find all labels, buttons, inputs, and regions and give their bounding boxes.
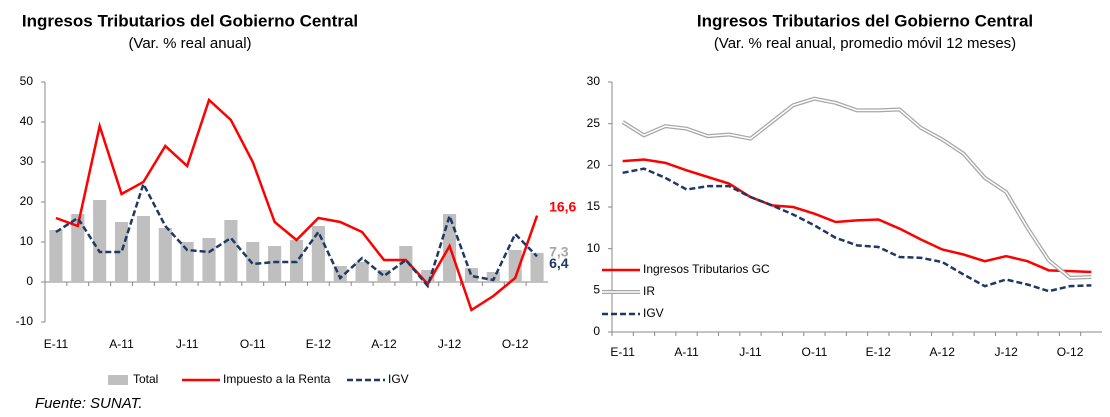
x-tick-label: J-12	[994, 345, 1018, 359]
x-tick-label: A-11	[674, 345, 699, 359]
x-tick-label: E-12	[866, 345, 892, 359]
series-line	[622, 167, 1092, 293]
legend-swatch	[108, 375, 128, 385]
bar	[202, 238, 216, 282]
value-label: 7,3	[549, 244, 569, 260]
chart-title: Ingresos Tributarios del Gobierno Centra…	[697, 11, 1033, 30]
legend-label: Impuesto a la Renta	[223, 372, 331, 386]
chart-subtitle: (Var. % real anual, promedio móvil 12 me…	[714, 35, 1016, 52]
bar	[268, 246, 282, 282]
bar	[93, 200, 107, 282]
x-tick-label: O-11	[801, 345, 827, 359]
chart-title: Ingresos Tributarios del Gobierno Centra…	[22, 11, 358, 30]
y-tick-label: 15	[587, 199, 601, 213]
legend-label: Total	[133, 372, 158, 386]
y-tick-label: 5	[593, 283, 600, 297]
x-tick-label: O-12	[502, 337, 529, 351]
bar	[158, 228, 172, 282]
bar	[464, 268, 479, 282]
legend-label: Ingresos Tributarios GC	[643, 262, 770, 276]
legend-label: IGV	[643, 306, 664, 320]
series-line	[55, 180, 538, 289]
y-tick-label: 0	[593, 324, 600, 338]
x-tick-label: A-12	[930, 345, 956, 359]
bar	[114, 222, 129, 282]
x-tick-label: J-12	[438, 337, 462, 351]
series-line	[622, 97, 1092, 279]
y-tick-label: 50	[20, 74, 34, 88]
x-tick-label: J-11	[739, 345, 762, 359]
y-tick-label: 10	[20, 234, 34, 248]
value-label: 16,6	[549, 198, 576, 214]
bar	[224, 220, 238, 282]
x-tick-label: E-11	[44, 337, 69, 351]
legend-label: IR	[643, 284, 655, 298]
y-tick-label: 20	[20, 194, 34, 208]
bar	[180, 242, 194, 282]
x-tick-label: O-11	[240, 337, 266, 351]
bar	[311, 226, 325, 282]
bar	[246, 242, 260, 282]
y-tick-label: 0	[26, 274, 33, 288]
y-tick-label: 30	[587, 74, 601, 88]
bar	[486, 272, 500, 282]
y-tick-label: -10	[16, 314, 34, 328]
legend-label: IGV	[388, 372, 409, 386]
y-tick-label: 25	[587, 116, 601, 130]
bar	[530, 252, 544, 282]
x-tick-label: O-12	[1057, 345, 1084, 359]
series-line	[622, 158, 1092, 274]
x-tick-label: A-11	[109, 337, 134, 351]
y-tick-label: 20	[587, 158, 601, 172]
x-tick-label: E-11	[610, 345, 635, 359]
bar	[49, 230, 63, 282]
chart-subtitle: (Var. % real anual)	[128, 35, 251, 52]
y-tick-label: 40	[20, 114, 34, 128]
bar	[399, 246, 413, 282]
bar	[71, 214, 85, 282]
bar	[508, 250, 522, 282]
y-tick-label: 10	[587, 241, 601, 255]
series-line	[55, 97, 539, 312]
source: Fuente: SUNAT.	[35, 395, 143, 412]
y-tick-label: 30	[20, 154, 34, 168]
x-tick-label: J-11	[176, 337, 199, 351]
x-tick-label: E-12	[306, 337, 332, 351]
bar	[355, 262, 369, 282]
bar	[136, 216, 150, 282]
value-label: 6,4	[549, 255, 569, 271]
x-tick-label: A-12	[371, 337, 397, 351]
